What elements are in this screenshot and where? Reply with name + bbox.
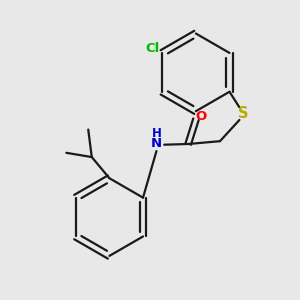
- Text: O: O: [195, 110, 206, 123]
- Text: N: N: [151, 137, 162, 150]
- Text: H: H: [152, 127, 161, 140]
- Text: S: S: [238, 106, 249, 121]
- Text: Cl: Cl: [145, 42, 160, 55]
